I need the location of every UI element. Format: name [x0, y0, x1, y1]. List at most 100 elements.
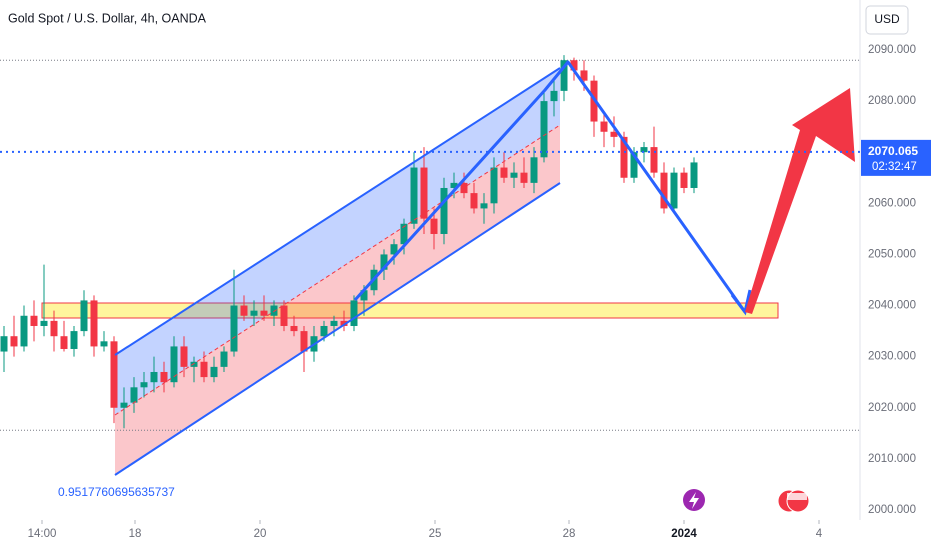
price-axis	[860, 0, 932, 550]
drawings	[114, 60, 855, 513]
candle-body	[500, 167, 508, 178]
candle-body	[150, 371, 158, 383]
candle-body	[430, 218, 438, 234]
candle-body	[560, 60, 568, 91]
x-tick-label: 28	[563, 528, 576, 540]
y-tick-label: 2010.000	[868, 453, 916, 465]
candle-body	[250, 310, 258, 316]
candle-body	[260, 310, 268, 316]
last-price-label: 2070.065	[868, 144, 918, 158]
candle-body	[20, 315, 28, 347]
candle-body	[450, 182, 458, 188]
candle-body	[130, 387, 138, 403]
channel-line	[114, 67, 561, 356]
chart-title: Gold Spot / U.S. Dollar, 4h, OANDA	[8, 11, 207, 25]
candle-body	[640, 147, 648, 153]
candle-body	[490, 167, 498, 204]
x-tick-label: 20	[254, 528, 267, 540]
candle-body	[580, 70, 588, 81]
y-tick-label: 2060.000	[868, 197, 916, 209]
candle-body	[510, 172, 518, 178]
candle-body	[200, 361, 208, 378]
currency-label[interactable]: USD	[874, 12, 900, 26]
candle-body	[240, 305, 248, 316]
candle-body	[600, 121, 608, 132]
annotation: 0.9517760695635737	[58, 485, 175, 499]
y-tick-label: 2050.000	[868, 248, 916, 260]
forecast-arrow	[745, 88, 855, 314]
candle-body	[420, 167, 428, 219]
candle-body	[610, 131, 618, 137]
candle-body	[440, 187, 448, 234]
overlay: 2000.000 2010.000 2020.000 2030.000 2040.000…	[0, 44, 931, 540]
channel-line	[114, 182, 561, 476]
candle-body	[620, 136, 628, 178]
support-zone	[41, 302, 779, 319]
candle-body	[400, 223, 408, 245]
y-tick-label: 2020.000	[868, 402, 916, 414]
last-price-tag	[861, 139, 931, 176]
candle-body	[220, 351, 228, 367]
y-tick-label: 2040.000	[868, 300, 916, 312]
candle-body	[550, 90, 558, 102]
path-drawing	[353, 60, 747, 313]
candle-body	[520, 172, 528, 183]
candle-body	[480, 203, 488, 209]
candle-body	[470, 193, 478, 209]
candle-body	[270, 305, 278, 316]
candle-body	[40, 320, 48, 326]
candle-body	[190, 361, 198, 367]
candle-body	[80, 300, 88, 332]
candle-body	[570, 60, 578, 71]
candle-body	[120, 402, 128, 408]
x-tick-label: 18	[129, 528, 142, 540]
channel-lower	[115, 125, 560, 475]
candle-body	[630, 152, 638, 178]
candle-body	[320, 325, 328, 337]
x-tick-label: 14:00	[28, 528, 57, 540]
candle-body	[290, 325, 298, 332]
candle-body	[110, 341, 118, 408]
candle-body	[680, 172, 688, 188]
x-tick-label: 25	[429, 528, 442, 540]
candle-body	[650, 147, 658, 173]
candle-body	[280, 305, 288, 326]
candle-body	[410, 167, 418, 224]
candle-body	[670, 172, 678, 209]
countdown: 02:32:47	[872, 161, 917, 173]
flag-stripe	[787, 493, 807, 500]
channel-midline	[114, 124, 561, 416]
candle-body	[300, 331, 308, 352]
candle-body	[50, 320, 58, 337]
candle-body	[660, 172, 668, 209]
x-tick-label: 2024	[671, 528, 697, 540]
candle-body	[140, 382, 148, 388]
candle-body	[60, 336, 68, 349]
y-tick-label: 2080.000	[868, 95, 916, 107]
currency-button[interactable]	[865, 5, 909, 35]
channel-upper	[115, 68, 560, 415]
y-tick-label: 2090.000	[868, 44, 916, 56]
candle-body	[350, 300, 358, 326]
event-icon-glyph	[689, 492, 699, 509]
y-tick-label: 2030.000	[868, 351, 916, 363]
candle-body	[690, 162, 698, 188]
candle-body	[340, 320, 348, 326]
candle-body	[180, 346, 188, 367]
candle-body	[330, 320, 338, 326]
candle-body	[390, 244, 398, 255]
candle-body	[210, 366, 218, 378]
candle-body	[70, 331, 78, 349]
candle-body	[30, 315, 38, 326]
candle-body	[0, 336, 8, 352]
drawings	[41, 68, 779, 475]
candle-body	[10, 336, 18, 347]
candle-body	[160, 371, 168, 383]
candle-body	[540, 101, 548, 158]
candle-body	[530, 157, 538, 183]
candle-body	[360, 290, 368, 301]
candle-body	[380, 254, 388, 270]
candle-body	[170, 346, 178, 383]
